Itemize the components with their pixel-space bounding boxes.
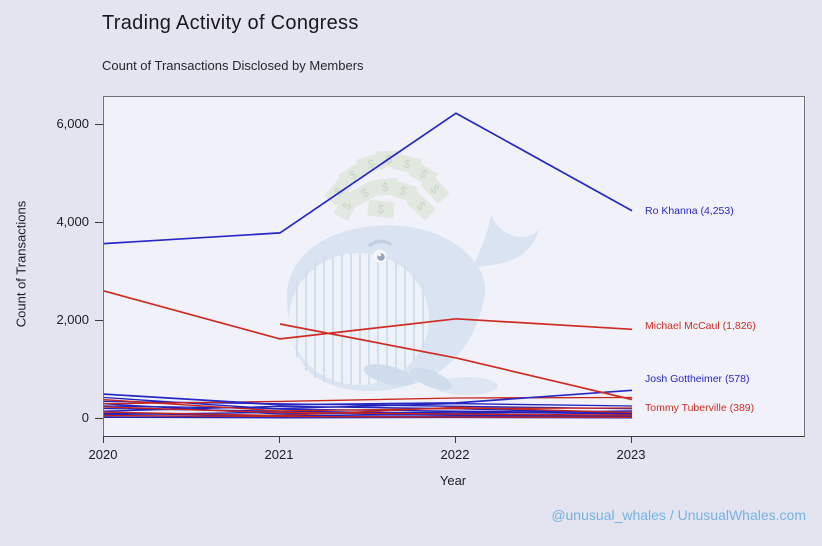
x-tick-mark [631,436,632,443]
whale-body-icon [286,215,539,395]
line-member [104,399,633,412]
x-tick-mark [103,436,104,443]
y-tick-label: 6,000 [56,116,89,132]
x-tick-label: 2023 [616,447,646,462]
y-tick-mark [95,124,103,126]
x-tick-label: 2020 [88,447,118,462]
line-member [104,396,633,405]
x-tick-label: 2021 [264,447,294,462]
line-michael-mccaul [104,290,633,340]
svg-text:$: $ [402,156,412,171]
line-tommy-tuberville [279,323,633,401]
x-tick-mark [279,436,280,443]
line-member [104,414,633,418]
y-tick-label: 2,000 [56,311,89,327]
svg-text:$: $ [381,180,389,195]
x-axis-title: Year [439,473,467,488]
y-tick-mark [95,417,103,419]
money-spray-icon: $ $ $ $ $ $ $ $ $ $ $ $ $ [325,151,449,221]
plot-area: $ $ $ $ $ $ $ $ $ $ $ $ $ [103,96,805,437]
svg-text:$: $ [398,183,409,198]
line-josh-gottheimer [104,389,633,406]
line-member [104,406,633,417]
line-member [104,402,633,410]
line-member [104,405,633,415]
x-tick-mark [455,436,456,443]
whale-watermark-icon: $ $ $ $ $ $ $ $ $ $ $ $ $ [286,151,539,395]
whale-eye-icon [368,239,392,263]
chart-subtitle: Count of Transactions Disclosed by Membe… [102,58,364,73]
x-tick-label: 2022 [440,447,470,462]
line-member [104,406,633,416]
svg-text:$: $ [366,156,377,171]
y-tick-mark [95,319,103,321]
line-ro-khanna [104,112,633,245]
unusual-whales-credit: @unusual_whales / UnusualWhales.com [551,507,806,523]
plot-lines-svg [104,112,633,419]
y-tick-label: 4,000 [56,214,89,230]
svg-text:$: $ [377,202,385,217]
chart-title: Trading Activity of Congress [102,12,359,34]
y-tick-label: 0 [81,409,89,425]
y-tick-mark [95,222,103,224]
